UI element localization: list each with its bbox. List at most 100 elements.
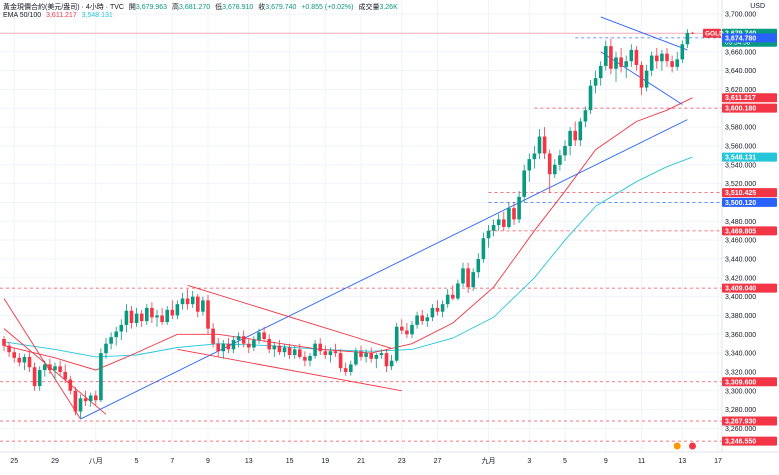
candle-body — [440, 304, 445, 312]
candle-body — [568, 130, 572, 146]
time-tick-label: 9 — [206, 458, 210, 465]
candle-body — [578, 121, 583, 141]
candle-body — [415, 315, 419, 325]
candle-body — [12, 352, 16, 358]
close-value: 3,679.740 — [265, 4, 297, 11]
time-tick-label: 11 — [638, 458, 645, 465]
grid-lines — [0, 0, 722, 452]
candle-body — [359, 351, 363, 357]
candle-body — [2, 339, 6, 346]
candle-body — [323, 351, 328, 356]
symbol-title: 黃金現價合約(美元/盎司) · 4小時 · TVC — [3, 4, 124, 11]
candle-body — [553, 164, 557, 175]
candle-body — [507, 208, 511, 227]
candle-body — [282, 347, 287, 353]
volume-label: 成交量 — [358, 4, 380, 11]
price-tag — [722, 416, 777, 426]
candle-body — [384, 353, 389, 367]
price-tick-label: 3,520.000 — [725, 181, 756, 188]
price-tag — [722, 103, 777, 113]
candle-body — [170, 309, 175, 316]
candle-body — [333, 351, 338, 354]
candle-body — [114, 331, 118, 338]
low-label: 低 — [215, 4, 223, 11]
candle-body — [466, 268, 470, 288]
volume-value: 3.26K — [379, 4, 398, 11]
price-tag-label: 3,309.600 — [725, 379, 756, 386]
candle-body — [155, 315, 159, 318]
price-tick-label: 3,560.000 — [725, 143, 756, 150]
candle-body — [292, 349, 297, 356]
candle-body — [588, 85, 593, 111]
time-tick-label: 5 — [563, 458, 567, 465]
symbol-tag — [703, 28, 721, 38]
candle-body — [649, 55, 654, 71]
candle-body — [461, 268, 465, 284]
candle-body — [185, 298, 190, 305]
candle-body — [369, 353, 373, 359]
time-axis: 25 29 八月 5 7 9 13 15 19 21 23 27 九月 3 5 9 11 13 17 — [0, 451, 779, 465]
price-tick-label: 3,420.000 — [725, 275, 756, 282]
candle-body — [517, 196, 521, 220]
candle-body — [211, 328, 215, 344]
candle-body — [129, 310, 134, 323]
high-value: 3,681.270 — [179, 4, 211, 11]
channel-line — [177, 348, 402, 392]
price-tick-label: 3,260.000 — [725, 426, 756, 433]
price-tick-label: 3,380.000 — [725, 313, 756, 320]
time-tick-label: 17 — [714, 458, 722, 465]
candle-body — [32, 367, 37, 387]
candle-body — [629, 49, 634, 62]
symbol-header: 黃金現價合約(美元/盎司) · 4小時 · TVC 開3,679.963 高3,… — [3, 2, 401, 12]
price-tag-label: 3,548.131 — [725, 155, 756, 162]
candle-body — [58, 366, 62, 372]
time-tick-label: 九月 — [482, 456, 496, 465]
time-tick-label: 3 — [527, 458, 531, 465]
ema-lines — [3, 97, 693, 371]
price-tag-label: 3,600.180 — [725, 106, 756, 113]
candle-body — [685, 32, 690, 45]
trendline — [600, 16, 688, 51]
candle-body — [298, 349, 302, 357]
candle-body — [583, 110, 588, 122]
price-tag — [722, 283, 777, 293]
time-tick-label: 25 — [10, 458, 18, 465]
price-tag — [722, 377, 777, 387]
price-tag-label: 3,611.217 — [725, 95, 756, 102]
candle-body — [690, 32, 695, 34]
candle-body — [512, 208, 516, 220]
candle-body — [410, 324, 414, 335]
time-tick-label: 21 — [357, 458, 365, 465]
candle-body — [364, 353, 368, 357]
candle-body — [201, 300, 205, 312]
price-tag-label: 3,267.930 — [725, 418, 756, 425]
candle-body — [593, 78, 598, 86]
candle-body — [99, 353, 103, 401]
candle-body — [665, 53, 669, 62]
candle-body — [241, 336, 246, 344]
candle-body — [318, 343, 322, 352]
indicator-header[interactable]: EMA 50/100 3,611.217 3,548.131 — [3, 12, 116, 19]
candle-body — [639, 64, 644, 88]
candle-body — [313, 343, 317, 356]
price-tag — [722, 226, 777, 236]
candle-body — [134, 313, 139, 323]
open-value: 3,679.963 — [135, 4, 168, 11]
channel-line — [3, 298, 81, 420]
candles — [2, 29, 695, 420]
candle-body — [445, 294, 450, 305]
candle-body — [563, 145, 567, 156]
price-tag-label: 3,674.780 — [725, 35, 756, 42]
price-tag — [722, 436, 777, 446]
candle-body — [394, 326, 399, 361]
candle-body — [425, 317, 430, 322]
candle-body — [196, 296, 200, 312]
candle-body — [272, 345, 277, 350]
candle-body — [532, 153, 537, 160]
candle-body — [287, 347, 292, 356]
candle-body — [216, 343, 220, 352]
candle-body — [160, 315, 164, 323]
time-tick-label: 15 — [286, 458, 294, 465]
